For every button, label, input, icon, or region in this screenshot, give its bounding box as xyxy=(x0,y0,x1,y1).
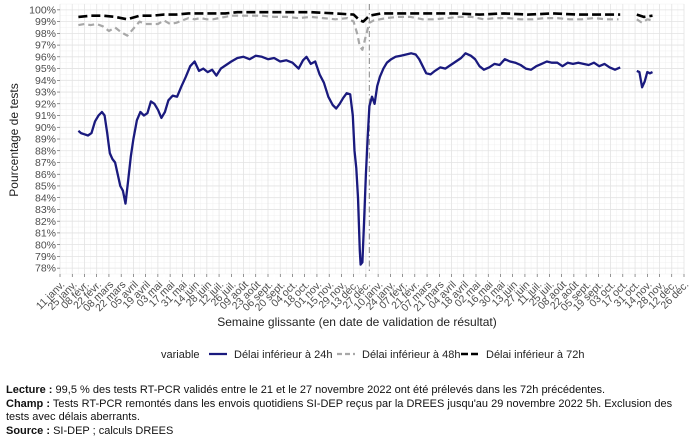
note-champ: Champ : Tests RT-PCR remontés dans les e… xyxy=(6,398,686,425)
legend-entry: Délai inférieur à 48h xyxy=(362,349,460,361)
y-tick-label: 87% xyxy=(35,157,56,169)
y-tick-label: 82% xyxy=(35,216,56,228)
y-tick-label: 89% xyxy=(35,134,56,146)
footnotes: Lecture : 99,5 % des tests RT-PCR validé… xyxy=(6,384,686,438)
y-tick-label: 92% xyxy=(35,98,56,110)
y-tick-label: 96% xyxy=(35,51,56,63)
legend-entry: Délai inférieur à 72h xyxy=(486,349,584,361)
y-tick-label: 94% xyxy=(35,75,56,87)
y-tick-label: 95% xyxy=(35,63,56,75)
y-tick-label: 98% xyxy=(35,28,56,40)
note-source-text: SI-DEP ; calculs DREES xyxy=(50,425,173,437)
y-tick-label: 88% xyxy=(35,145,56,157)
y-tick-label: 78% xyxy=(35,263,56,275)
note-lecture-text: 99,5 % des tests RT-PCR validés entre le… xyxy=(52,384,605,396)
note-lecture-label: Lecture : xyxy=(6,384,52,396)
note-champ-label: Champ : xyxy=(6,398,50,410)
y-tick-label: 86% xyxy=(35,169,56,181)
legend-title: variable xyxy=(161,349,200,361)
y-tick-label: 84% xyxy=(35,192,56,204)
y-tick-label: 81% xyxy=(35,228,56,240)
y-tick-label: 93% xyxy=(35,87,56,99)
y-tick-label: 90% xyxy=(35,122,56,134)
y-axis-title: Pourcentage de tests xyxy=(7,83,21,196)
y-tick-label: 97% xyxy=(35,40,56,52)
plot-panel xyxy=(60,4,684,274)
y-tick-label: 100% xyxy=(29,4,56,16)
y-tick-label: 85% xyxy=(35,181,56,193)
note-source: Source : SI-DEP ; calculs DREES xyxy=(6,425,686,438)
y-tick-label: 79% xyxy=(35,251,56,263)
legend-entry: Délai inférieur à 24h xyxy=(234,349,332,361)
y-tick-label: 83% xyxy=(35,204,56,216)
y-tick-label: 91% xyxy=(35,110,56,122)
y-tick-label: 80% xyxy=(35,239,56,251)
note-champ-text: Tests RT-PCR remontés dans les envois qu… xyxy=(6,398,672,424)
y-tick-label: 99% xyxy=(35,16,56,28)
note-source-label: Source : xyxy=(6,425,50,437)
x-axis: 11 janv.25 janv.08 févr.22 févr.08 mars2… xyxy=(34,274,690,314)
note-lecture: Lecture : 99,5 % des tests RT-PCR validé… xyxy=(6,384,686,398)
legend: variable Délai inférieur à 24h Délai infé… xyxy=(161,349,584,361)
x-axis-title: Semaine glissante (en date de validation… xyxy=(217,315,497,329)
y-axis: 78%79%80%81%82%83%84%85%86%87%88%89%90%9… xyxy=(29,4,60,274)
